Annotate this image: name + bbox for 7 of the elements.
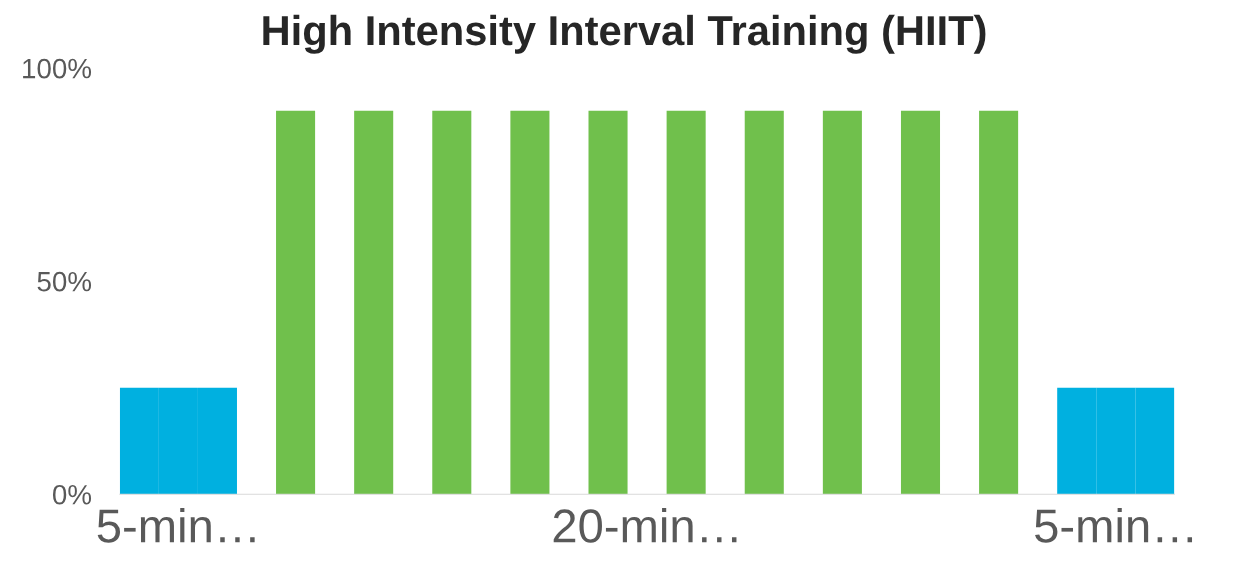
x-tick-label: 5-min… (1035, 508, 1193, 543)
y-tick-label: 50% (37, 271, 92, 292)
chart-title: High Intensity Interval Training (HIIT) (263, 14, 986, 54)
x-tick-label: 20-min… (553, 508, 737, 543)
y-tick-label: 0% (52, 484, 92, 505)
y-tick-label: 100% (23, 58, 92, 79)
x-tick-label: 5-min… (97, 508, 255, 543)
